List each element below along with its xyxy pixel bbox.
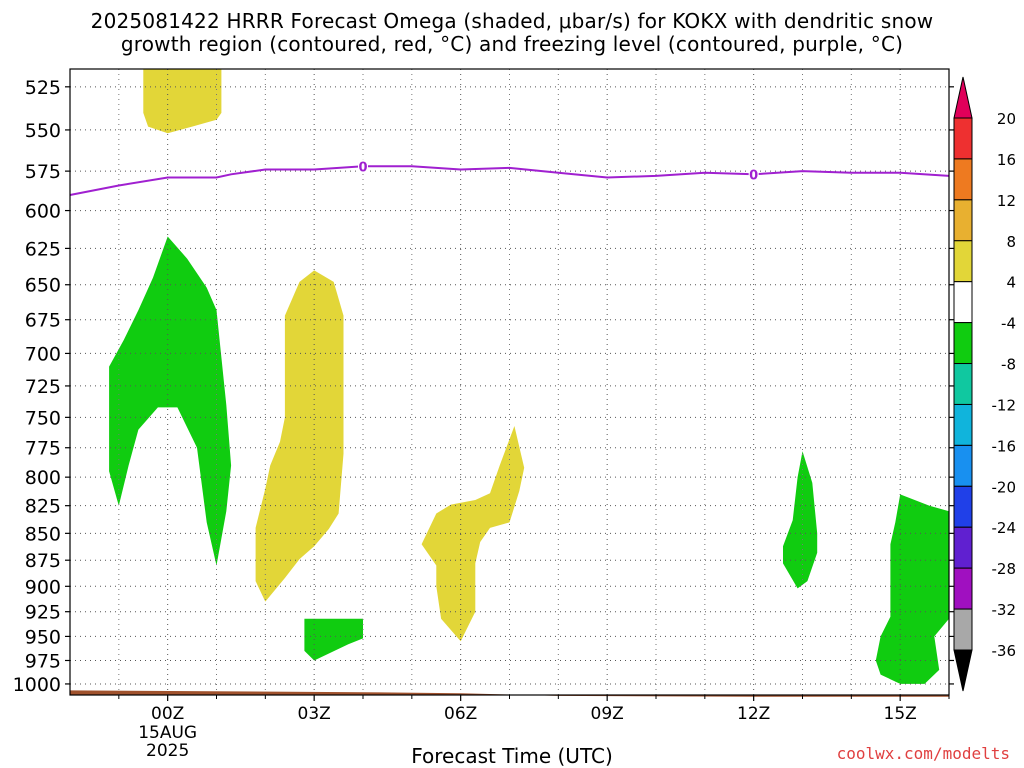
colorbar-segment: [953, 322, 973, 365]
y-tick-label: 525: [25, 77, 61, 99]
colorbar-label: 12: [997, 192, 1016, 210]
colorbar-label: -28: [992, 560, 1017, 578]
freezing-level-layer: 00: [69, 159, 950, 196]
x-tick-label: 09Z: [591, 704, 624, 724]
freezing-level-label: 0: [358, 160, 367, 175]
omega-positive-area: [421, 426, 525, 642]
omega-positive-area: [143, 69, 222, 134]
y-tick-label: 750: [25, 407, 61, 429]
colorbar-label: 4: [1006, 274, 1016, 292]
y-tick-label: 825: [25, 496, 61, 518]
colorbar: 20 16 12 8 4 -4 -8 -12 -16 -20 -24 -28 -32 -36: [953, 76, 1017, 692]
y-tick-label: 975: [25, 650, 61, 672]
omega-negative-area: [304, 618, 363, 661]
colorbar-label: -8: [1001, 356, 1016, 374]
colorbar-label: -12: [992, 396, 1017, 414]
y-tick-label: 875: [25, 550, 61, 572]
colorbar-segment: [953, 608, 973, 651]
y-tick-label: 650: [25, 275, 61, 297]
x-tick-date: 15AUG: [138, 723, 197, 743]
y-tick-label: 950: [25, 626, 61, 648]
y-tick-label: 725: [25, 376, 61, 398]
x-tick-year: 2025: [146, 741, 189, 761]
colorbar-segment: [953, 281, 973, 324]
x-tick-label: 15Z: [884, 704, 917, 724]
omega-shading-layer: [109, 69, 949, 684]
colorbar-segment: [953, 240, 973, 283]
y-tick-label: 700: [25, 343, 61, 365]
credit-link[interactable]: coolwx.com/modelts: [836, 744, 1010, 763]
y-tick-label: 625: [25, 238, 61, 260]
x-tick-label: 12Z: [737, 704, 770, 724]
colorbar-bottom-arrow: [953, 649, 973, 692]
freezing-level-label-bg: [748, 167, 759, 181]
colorbar-label: -32: [992, 601, 1017, 619]
y-tick-label: 900: [25, 576, 61, 598]
freezing-level-line: [69, 165, 950, 196]
y-tick-label: 850: [25, 523, 61, 545]
y-tick-label: 575: [25, 161, 61, 183]
colorbar-label: -20: [992, 478, 1017, 496]
y-tick-label: 675: [25, 310, 61, 332]
colorbar-segment: [953, 444, 973, 487]
freezing-level-label: 0: [749, 168, 758, 183]
colorbar-segment: [953, 526, 973, 569]
colorbar-label: -4: [1001, 315, 1016, 333]
colorbar-segment: [953, 485, 973, 528]
x-tick-label: 00Z: [151, 704, 184, 724]
omega-negative-area: [783, 451, 818, 589]
colorbar-segment: [953, 158, 973, 201]
colorbar-label: 16: [997, 151, 1016, 169]
y-tick-label: 600: [25, 201, 61, 223]
chart-title-line-1: 2025081422 HRRR Forecast Omega (shaded, …: [90, 9, 934, 33]
x-axis-title: Forecast Time (UTC): [411, 744, 613, 768]
colorbar-segment: [953, 117, 973, 160]
freezing-level-label-bg: [358, 159, 368, 173]
colorbar-segment: [953, 363, 973, 405]
colorbar-label: 8: [1006, 233, 1016, 251]
omega-negative-area: [109, 236, 232, 566]
x-tick-label: 03Z: [298, 704, 331, 724]
colorbar-segment: [953, 403, 973, 446]
y-tick-label: 1000: [13, 674, 61, 696]
colorbar-segment: [953, 567, 973, 610]
omega-negative-area: [875, 494, 949, 684]
chart-title-line-2: growth region (contoured, red, °C) and f…: [120, 32, 904, 56]
colorbar-label: -36: [992, 642, 1017, 660]
colorbar-label: -24: [992, 519, 1017, 537]
omega-positive-area: [255, 270, 344, 602]
colorbar-segment: [953, 199, 973, 242]
colorbar-label: 20: [997, 110, 1016, 128]
colorbar-top-arrow: [953, 76, 973, 119]
colorbar-label: -16: [992, 437, 1017, 455]
y-tick-label: 800: [25, 467, 61, 489]
x-tick-label: 06Z: [444, 704, 477, 724]
y-tick-label: 550: [25, 120, 61, 142]
y-tick-label: 925: [25, 602, 61, 624]
y-tick-label: 775: [25, 438, 61, 460]
pressure-axis: 525 550 575 600 625 650 675 700 725 750 775 800 825 8…: [13, 77, 954, 696]
